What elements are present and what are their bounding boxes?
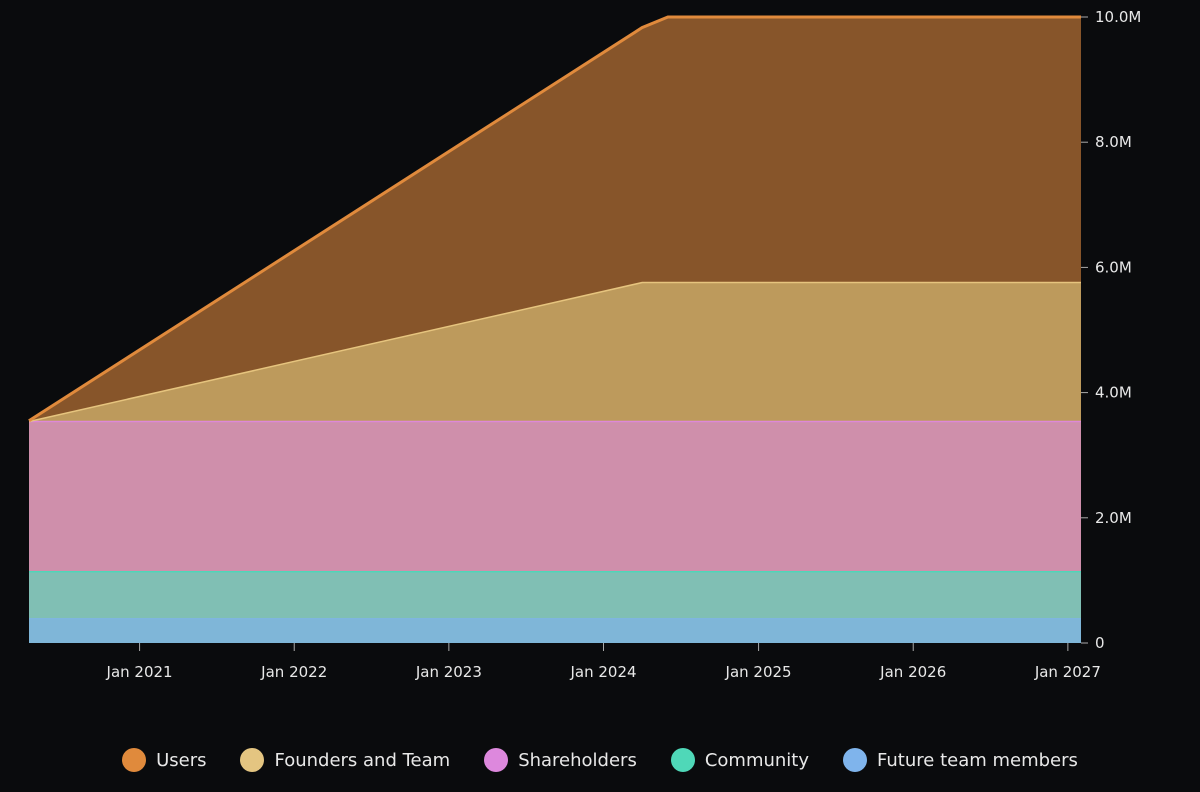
legend-dot-icon <box>240 748 265 772</box>
y-tick-label: 0 <box>1095 634 1105 652</box>
legend-label: Founders and Team <box>274 749 451 771</box>
area-users <box>29 17 1081 421</box>
areas <box>28 15 1081 643</box>
area-shareholders <box>29 420 1081 572</box>
x-tick-label: Jan 2023 <box>415 663 482 681</box>
legend-dot-icon <box>670 748 695 772</box>
y-tick-label: 4.0M <box>1095 384 1132 402</box>
area-founders-and-team <box>29 281 1081 421</box>
x-axis: Jan 2021 Jan 2022 Jan 2023 Jan 2024 Jan 2025… <box>106 643 1101 681</box>
area-future-team-members <box>29 617 1081 643</box>
x-tick-label: Jan 2026 <box>879 663 946 681</box>
legend: Users Founders and Team Shareholders Commun… <box>0 748 1200 772</box>
legend-item-future-team-members[interactable]: Future team members <box>843 748 1078 772</box>
legend-item-users[interactable]: Users <box>122 748 206 772</box>
legend-dot-icon <box>122 748 147 772</box>
y-axis: 0 2.0M 4.0M 6.0M 8.0M 10.0M <box>1081 8 1141 652</box>
y-tick-label: 8.0M <box>1095 133 1132 151</box>
x-tick-label: Jan 2024 <box>569 663 636 681</box>
x-tick-label: Jan 2027 <box>1034 663 1101 681</box>
legend-item-founders-and-team[interactable]: Founders and Team <box>240 748 450 772</box>
x-tick-label: Jan 2021 <box>106 663 173 681</box>
y-tick-label: 6.0M <box>1095 258 1132 276</box>
legend-label: Users <box>156 749 207 771</box>
legend-dot-icon <box>843 748 868 772</box>
legend-item-shareholders[interactable]: Shareholders <box>484 748 637 772</box>
area-community <box>29 571 1081 618</box>
y-tick-label: 10.0M <box>1095 8 1141 26</box>
legend-label: Community <box>704 749 810 771</box>
legend-dot-icon <box>484 748 509 772</box>
stacked-area-chart: Jan 2021 Jan 2022 Jan 2023 Jan 2024 Jan 2025… <box>28 8 1141 681</box>
legend-label: Shareholders <box>518 749 637 771</box>
line-users <box>28 15 1081 423</box>
y-tick-label: 2.0M <box>1095 509 1132 527</box>
legend-item-community[interactable]: Community <box>670 748 810 772</box>
x-tick-label: Jan 2025 <box>725 663 792 681</box>
x-tick-label: Jan 2022 <box>260 663 327 681</box>
legend-label: Future team members <box>877 749 1078 771</box>
